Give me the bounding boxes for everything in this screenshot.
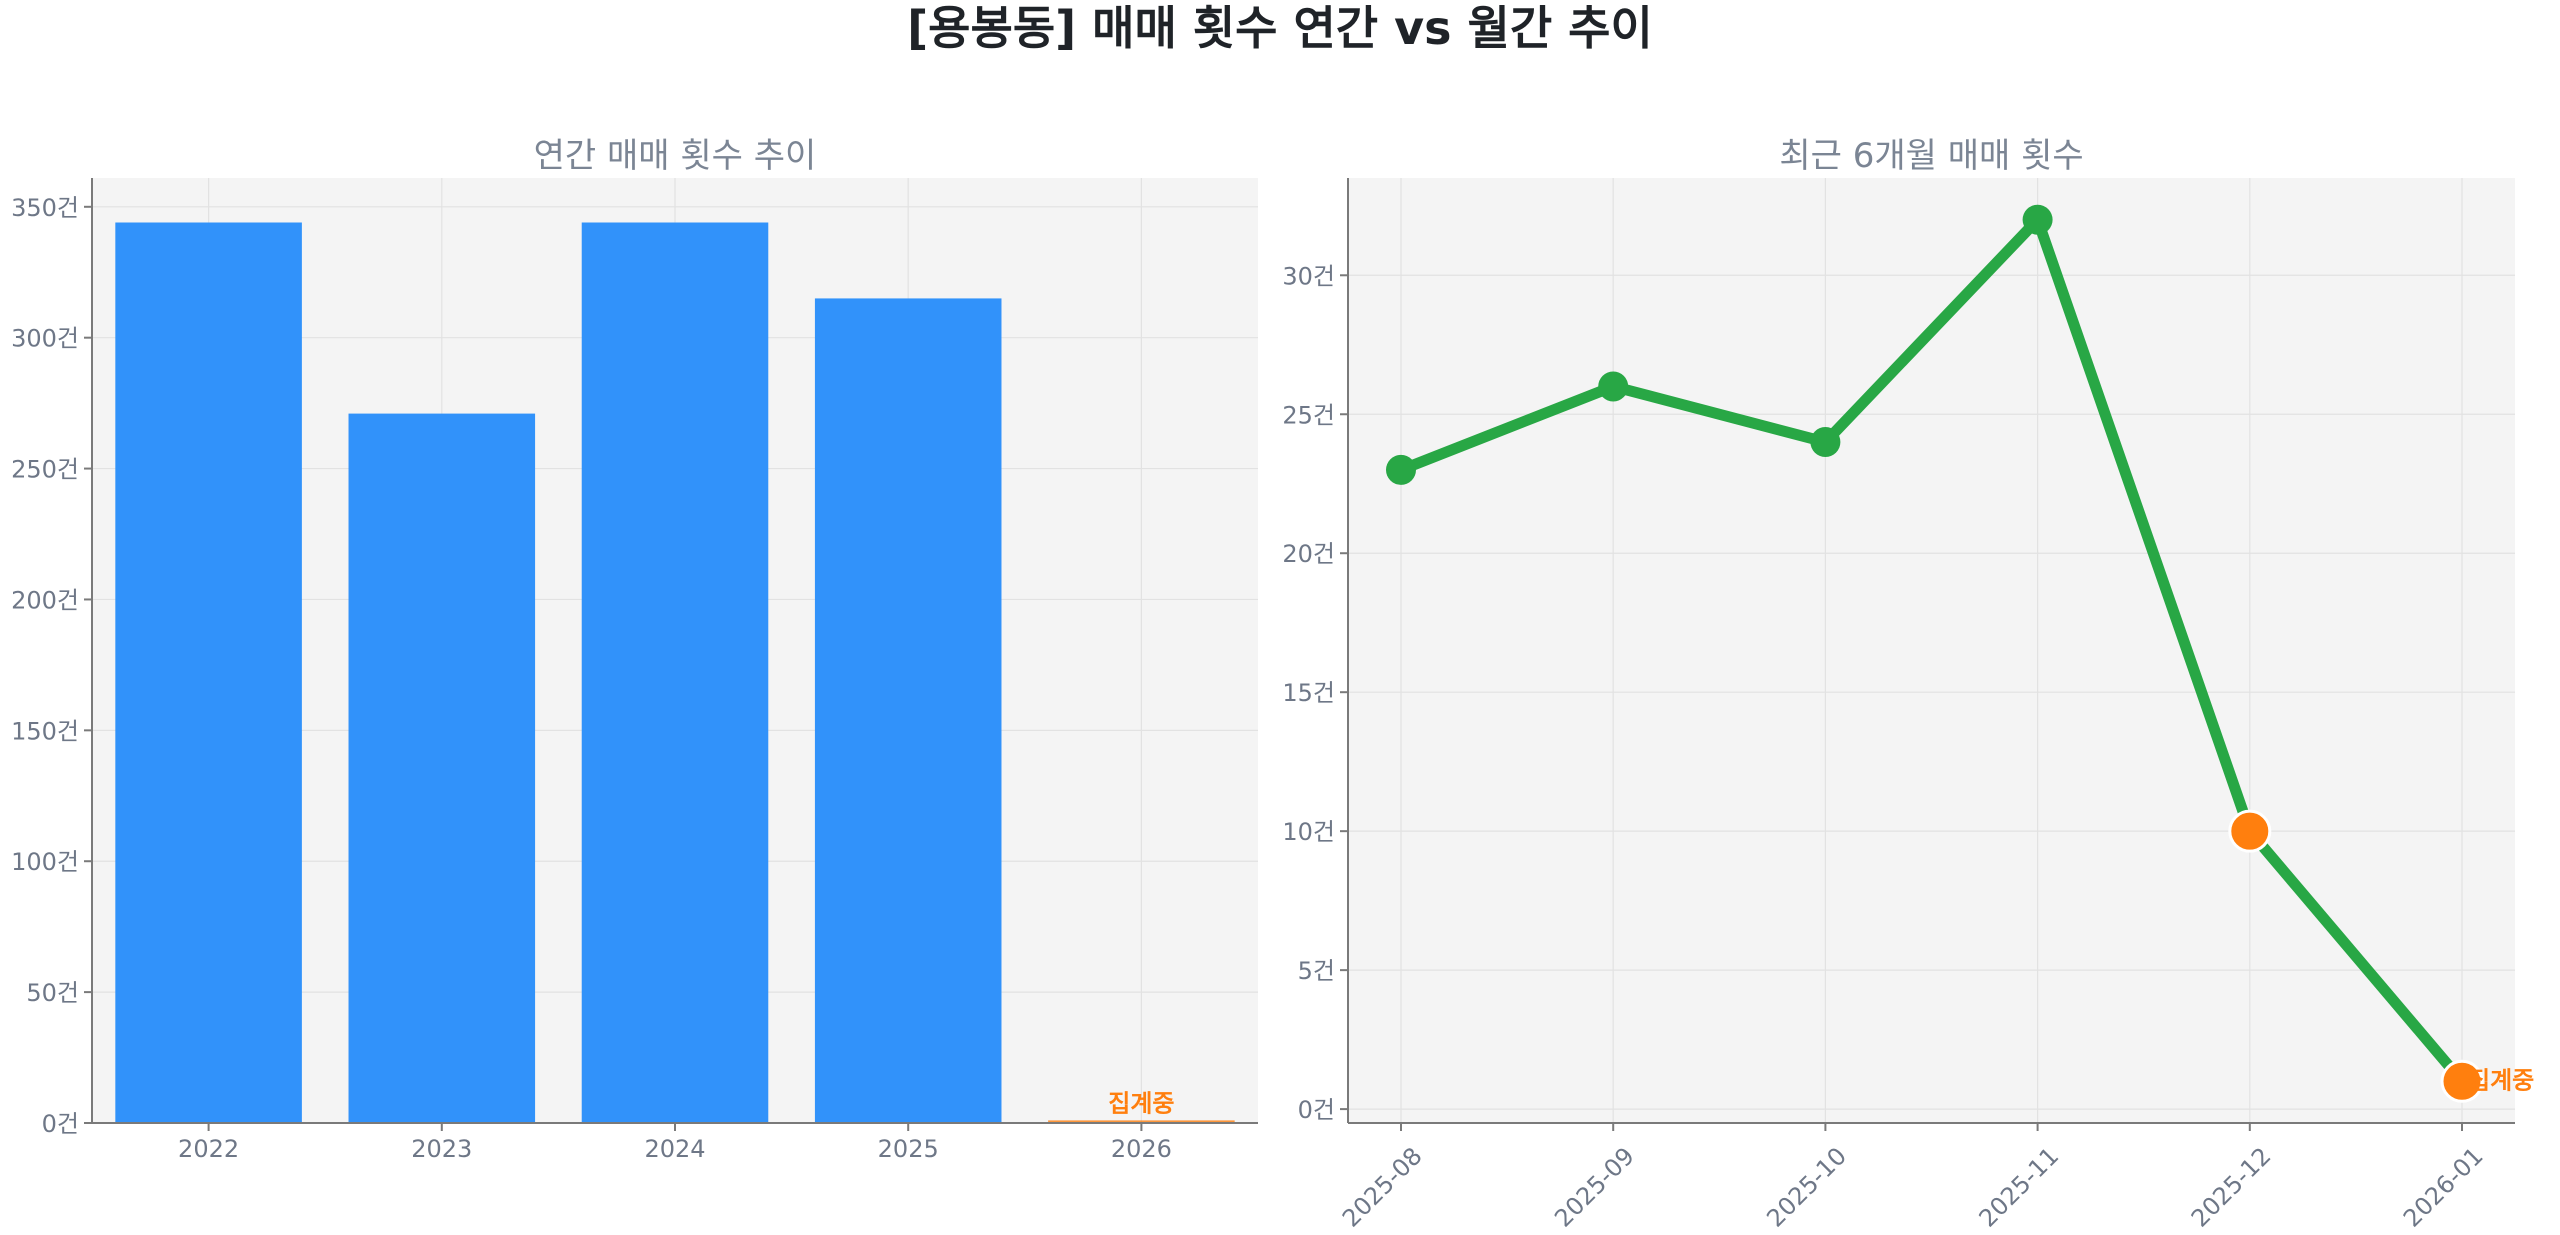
series-line (1395, 214, 2468, 1087)
y-tick-label: 50건 (26, 979, 79, 1007)
chart-title: 연간 매매 횟수 추이 (534, 136, 817, 176)
y-tick-label: 350건 (11, 194, 79, 222)
plot-area (1348, 178, 2515, 1123)
x-tick-label: 2024 (644, 1135, 705, 1163)
data-point (1810, 427, 1841, 458)
y-tick-label: 25건 (1282, 401, 1335, 429)
y-tick-label: 30건 (1282, 262, 1335, 290)
bar (348, 413, 536, 1123)
y-tick-label: 300건 (11, 325, 79, 353)
y-tick-label: 20건 (1282, 540, 1335, 568)
y-tick-label: 200건 (11, 586, 79, 614)
y-tick-label: 0건 (1298, 1096, 1335, 1124)
y-tick-label: 10건 (1282, 818, 1335, 846)
x-tick-label: 2025 (878, 1135, 939, 1163)
x-tick-label: 2022 (178, 1135, 239, 1163)
y-tick-label: 150건 (11, 717, 79, 745)
figure-title: [용봉동] 매매 횟수 연간 vs 월간 추이 (907, 1, 1653, 55)
point-annotation: 집계중 (2468, 1066, 2534, 1094)
y-tick-label: 15건 (1282, 679, 1335, 707)
x-tick-label: 2025-10 (1761, 1142, 1852, 1233)
x-tick-label: 2025-12 (2186, 1142, 2277, 1233)
bar (115, 222, 302, 1123)
y-tick-label: 100건 (11, 848, 79, 876)
data-point (2022, 204, 2053, 235)
x-tick-label: 2026-01 (2398, 1142, 2489, 1233)
data-point (1598, 371, 1629, 402)
bar-annotation: 집계중 (1108, 1089, 1174, 1117)
data-point (1386, 454, 1416, 485)
chart-title: 최근 6개월 매매 횟수 (1779, 136, 2083, 176)
bar (581, 222, 769, 1123)
x-tick-label: 2025-09 (1549, 1142, 1640, 1233)
y-tick-label: 0건 (42, 1110, 79, 1138)
x-tick-label: 2023 (411, 1135, 472, 1163)
data-point (2228, 809, 2272, 853)
x-tick-label: 2025-11 (1974, 1142, 2065, 1233)
y-tick-label: 250건 (11, 456, 79, 484)
x-tick-label: 2025-08 (1337, 1142, 1428, 1233)
y-tick-label: 5건 (1298, 957, 1335, 985)
data-point (2440, 1059, 2484, 1103)
annual-bar-chart: 연간 매매 횟수 추이 0건 50건 100건 150건 200건 250건 300건 350건… (11, 136, 1258, 1163)
x-tick-label: 2026 (1111, 1135, 1172, 1163)
bar (814, 298, 1002, 1123)
bar (1048, 1120, 1235, 1123)
